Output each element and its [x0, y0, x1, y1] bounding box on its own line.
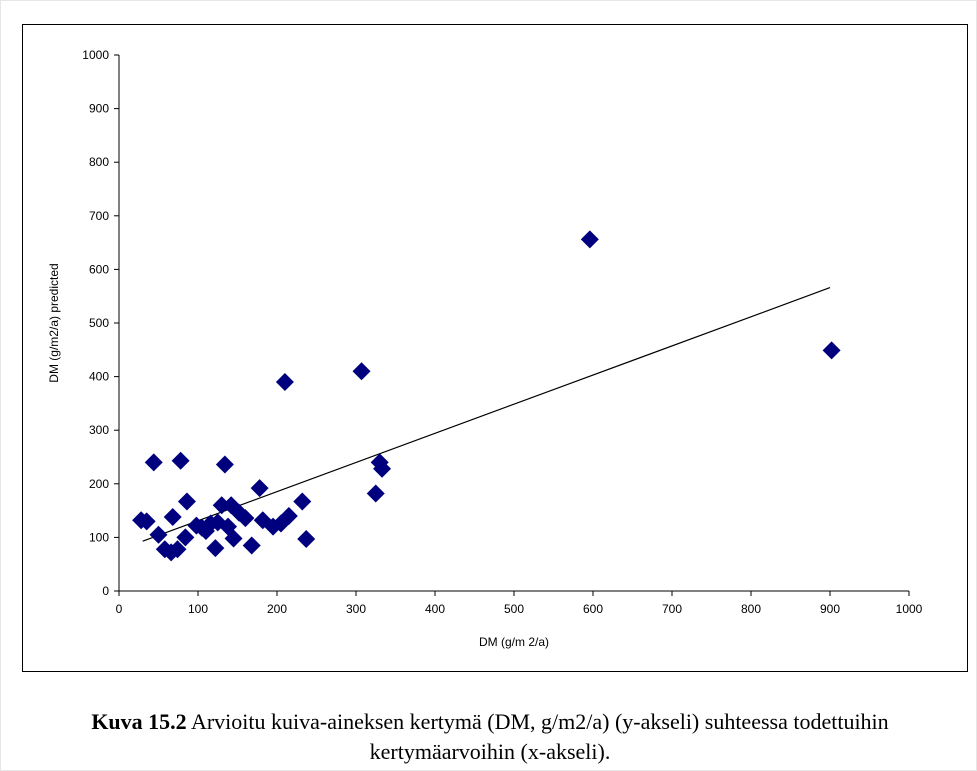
data-point	[176, 528, 195, 547]
x-tick-label: 100	[188, 602, 208, 616]
data-point	[250, 479, 269, 498]
data-point	[224, 529, 243, 548]
x-tick-label: 1000	[896, 602, 923, 616]
x-tick-label: 900	[820, 602, 840, 616]
data-point	[373, 459, 392, 478]
data-point	[163, 508, 182, 527]
figure-caption: Kuva 15.2 Arvioitu kuiva-aineksen kertym…	[40, 707, 940, 767]
y-axis-ticks: 0 100 200 300 400 500 600 700 800 900 1000	[82, 48, 119, 598]
y-tick-label: 0	[102, 584, 109, 598]
y-tick-label: 900	[89, 102, 109, 116]
y-tick-label: 600	[89, 262, 109, 276]
data-point	[236, 509, 255, 528]
x-tick-label: 300	[346, 602, 366, 616]
x-tick-label: 500	[504, 602, 524, 616]
data-point	[171, 451, 190, 470]
x-tick-label: 600	[583, 602, 603, 616]
y-axis-title: DM (g/m2/a) predicted	[47, 263, 61, 382]
data-point	[215, 455, 234, 474]
data-point	[297, 530, 316, 549]
x-tick-label: 200	[267, 602, 287, 616]
caption-label: Kuva 15.2	[91, 709, 187, 734]
data-point	[366, 484, 385, 503]
data-point	[149, 525, 168, 544]
y-tick-label: 400	[89, 370, 109, 384]
y-tick-label: 800	[89, 155, 109, 169]
y-tick-label: 200	[89, 477, 109, 491]
y-tick-label: 500	[89, 316, 109, 330]
data-point	[242, 536, 261, 555]
y-tick-label: 1000	[82, 48, 109, 62]
data-point	[279, 506, 298, 525]
data-point	[177, 492, 196, 511]
x-tick-label: 800	[741, 602, 761, 616]
data-point	[144, 453, 163, 472]
caption-text: Arvioitu kuiva-aineksen kertymä (DM, g/m…	[186, 709, 889, 764]
data-point	[352, 362, 371, 381]
data-points	[132, 230, 841, 562]
x-tick-label: 400	[425, 602, 445, 616]
data-point	[293, 492, 312, 511]
y-tick-label: 100	[89, 530, 109, 544]
trendline	[142, 287, 831, 542]
x-axis-ticks: 0 100 200 300 400 500 600 700 800 900 1000	[116, 591, 923, 616]
x-axis-title: DM (g/m 2/a)	[479, 635, 549, 649]
data-point	[206, 539, 225, 558]
x-tick-label: 700	[662, 602, 682, 616]
data-point	[168, 540, 187, 559]
data-point	[822, 341, 841, 360]
data-point	[212, 496, 231, 515]
y-tick-label: 300	[89, 423, 109, 437]
data-point	[275, 372, 294, 391]
x-tick-label: 0	[116, 602, 123, 616]
scatter-chart: 0 100 200 300 400 500 600 700 800 900 1000 0 100 200…	[47, 48, 923, 649]
data-point	[580, 230, 599, 249]
y-tick-label: 700	[89, 209, 109, 223]
data-point	[137, 512, 156, 531]
chart-border	[22, 24, 968, 672]
